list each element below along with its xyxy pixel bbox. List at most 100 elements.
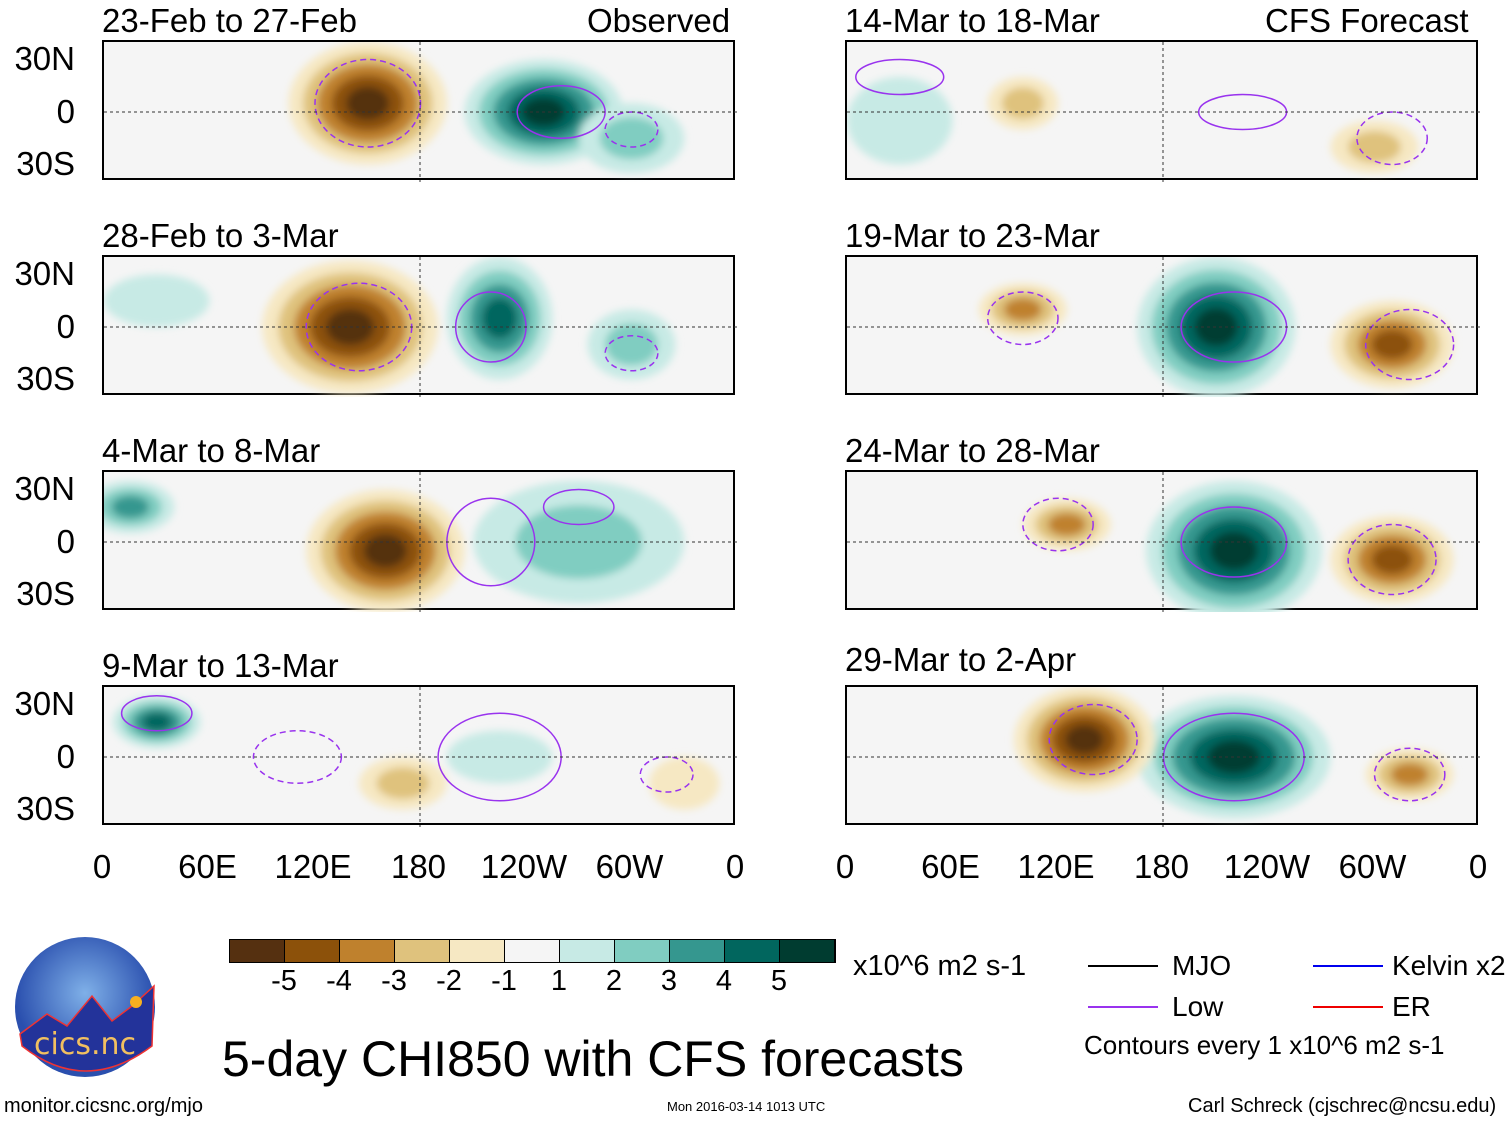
colorbar bbox=[229, 939, 836, 963]
colorbar-tick: 3 bbox=[660, 965, 678, 997]
anomaly-shading bbox=[363, 534, 407, 568]
lat-label: 30N bbox=[14, 40, 75, 77]
lon-label: 0 bbox=[92, 848, 112, 885]
lat-label: 0 bbox=[56, 738, 75, 775]
low-contour bbox=[1364, 308, 1455, 381]
lon-label: 0 bbox=[835, 848, 855, 885]
map-panel bbox=[845, 470, 1480, 612]
anomaly-shading bbox=[847, 77, 953, 165]
anomaly-shading bbox=[104, 274, 210, 327]
lat-label: 30N bbox=[14, 685, 75, 722]
colorbar-tick: 5 bbox=[770, 965, 788, 997]
low-contour bbox=[1356, 111, 1428, 166]
map-panel bbox=[102, 40, 737, 182]
mjo-legend-line bbox=[1088, 965, 1158, 967]
map-panel bbox=[102, 685, 737, 827]
lon-label: 60W bbox=[595, 848, 664, 885]
forecast-label: CFS Forecast bbox=[1265, 2, 1469, 39]
colorbar-tick: -4 bbox=[326, 965, 352, 997]
mjo-legend-label: MJO bbox=[1172, 950, 1232, 981]
colorbar-swatch bbox=[615, 940, 670, 962]
lon-label: 60E bbox=[178, 848, 237, 885]
url-text[interactable]: monitor.cicsnc.org/mjo bbox=[4, 1095, 203, 1117]
lat-label: 30N bbox=[14, 255, 75, 292]
anomaly-shading bbox=[376, 767, 430, 799]
contour-note: Contours every 1 x10^6 m2 s-1 bbox=[1084, 1030, 1445, 1060]
anomaly-shading bbox=[346, 86, 390, 120]
low-contour bbox=[604, 111, 659, 148]
colorbar-swatch bbox=[285, 940, 340, 962]
low-contour bbox=[1022, 497, 1094, 552]
units-label: x10^6 m2 s-1 bbox=[853, 950, 1027, 982]
cicsnc-logo: cics.nc bbox=[15, 937, 155, 1077]
map-panel bbox=[845, 255, 1480, 397]
er-legend-line bbox=[1313, 1006, 1383, 1008]
colorbar-swatch bbox=[505, 940, 560, 962]
lat-label: 0 bbox=[56, 93, 75, 130]
low-contour bbox=[1048, 703, 1138, 776]
panel-title: 29-Mar to 2-Apr bbox=[845, 641, 1077, 678]
colorbar-tick: 1 bbox=[550, 965, 568, 997]
colorbar-tick: -2 bbox=[436, 965, 462, 997]
panel-title: 14-Mar to 18-Mar bbox=[845, 2, 1100, 39]
panel-title: 28-Feb to 3-Mar bbox=[102, 217, 339, 254]
low-contour bbox=[986, 291, 1059, 346]
anomaly-shading bbox=[1065, 725, 1104, 754]
colorbar-tick: 2 bbox=[605, 965, 623, 997]
low-legend-line bbox=[1088, 1006, 1158, 1008]
low-contour bbox=[1373, 747, 1446, 802]
colorbar-tick: -1 bbox=[491, 965, 517, 997]
anomaly-shading bbox=[605, 323, 658, 366]
kelvin-legend-line bbox=[1313, 965, 1383, 967]
er-legend-label: ER bbox=[1392, 991, 1431, 1022]
lat-label: 0 bbox=[56, 523, 75, 560]
colorbar-swatch bbox=[340, 940, 395, 962]
anomaly-shading bbox=[111, 495, 150, 519]
low-contour bbox=[604, 335, 659, 372]
lon-label: 60W bbox=[1338, 848, 1407, 885]
lon-label: 60E bbox=[921, 848, 980, 885]
anomaly-shading bbox=[1047, 513, 1086, 536]
low-contour bbox=[639, 756, 694, 793]
lon-label: 120E bbox=[1017, 848, 1095, 885]
colorbar-swatch bbox=[725, 940, 780, 962]
low-contour bbox=[542, 488, 615, 526]
lat-label: 30S bbox=[16, 360, 75, 397]
anomaly-shading bbox=[142, 713, 172, 731]
lon-label: 120W bbox=[480, 848, 568, 885]
anomaly-shading bbox=[1003, 298, 1042, 321]
lon-label: 120E bbox=[274, 848, 352, 885]
lon-label: 0 bbox=[725, 848, 745, 885]
map-panel bbox=[102, 255, 737, 397]
anomaly-shading bbox=[1371, 329, 1413, 360]
colorbar-tick: -3 bbox=[381, 965, 407, 997]
lat-label: 0 bbox=[56, 308, 75, 345]
observed-label: Observed bbox=[587, 2, 731, 39]
anomaly-shading bbox=[1001, 87, 1044, 119]
lat-label: 30S bbox=[16, 575, 75, 612]
colorbar-tick: -5 bbox=[271, 965, 297, 997]
lon-label: 0 bbox=[1468, 848, 1488, 885]
anomaly-shading bbox=[649, 757, 720, 810]
map-panel bbox=[845, 685, 1480, 827]
low-contour bbox=[855, 58, 945, 96]
map-panel bbox=[102, 470, 737, 612]
anomaly-shading bbox=[1209, 531, 1258, 570]
panel-title: 19-Mar to 23-Mar bbox=[845, 217, 1100, 254]
lat-label: 30S bbox=[16, 790, 75, 827]
lon-label: 180 bbox=[1133, 848, 1190, 885]
lat-label: 30S bbox=[16, 145, 75, 182]
anomaly-shading bbox=[482, 297, 518, 339]
low-contour bbox=[120, 695, 193, 732]
figure-title: 5-day CHI850 with CFS forecasts bbox=[222, 1031, 964, 1087]
anomaly-shading bbox=[1390, 763, 1429, 786]
kelvin-legend-label: Kelvin x2 bbox=[1392, 950, 1506, 981]
low-contour bbox=[516, 85, 606, 139]
map-panel bbox=[845, 40, 1480, 182]
colorbar-swatch bbox=[780, 940, 835, 962]
colorbar-swatch bbox=[560, 940, 615, 962]
panel-title: 24-Mar to 28-Mar bbox=[845, 432, 1100, 469]
panel-title: 4-Mar to 8-Mar bbox=[102, 432, 321, 469]
colorbar-swatch bbox=[230, 940, 285, 962]
